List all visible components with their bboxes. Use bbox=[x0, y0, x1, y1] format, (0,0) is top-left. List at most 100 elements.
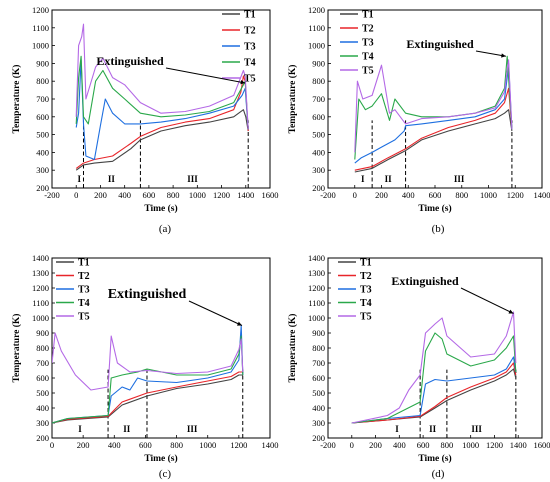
panel-caption: (d) bbox=[432, 468, 445, 480]
series-line-t1 bbox=[351, 368, 517, 424]
legend-label: T5 bbox=[360, 312, 372, 323]
legend-label: T5 bbox=[244, 74, 256, 85]
series-line-t3 bbox=[351, 356, 517, 424]
series-line-t5 bbox=[351, 311, 517, 424]
x-tick-label: 800 bbox=[441, 440, 454, 450]
y-tick-label: 1000 bbox=[32, 313, 49, 323]
series-group bbox=[354, 55, 513, 173]
x-tick-label: 1600 bbox=[534, 440, 550, 450]
annotation-arrow bbox=[188, 300, 243, 326]
y-tick-label: 1200 bbox=[32, 283, 49, 293]
y-axis-label: Temperature (K) bbox=[11, 314, 22, 383]
y-tick-label: 1200 bbox=[308, 5, 325, 15]
y-tick-label: 900 bbox=[312, 328, 325, 338]
plot-frame bbox=[51, 9, 271, 189]
y-tick-label: 1200 bbox=[32, 5, 49, 15]
y-tick-label: 800 bbox=[36, 343, 49, 353]
series-group bbox=[52, 324, 244, 424]
phase-label: III bbox=[187, 424, 198, 434]
x-tick-label: 1000 bbox=[199, 440, 216, 450]
x-tick-label: 400 bbox=[393, 440, 406, 450]
legend-label: T3 bbox=[360, 285, 372, 296]
x-tick-label: 200 bbox=[77, 440, 90, 450]
y-tick-label: 400 bbox=[312, 147, 325, 157]
annotation-extinguished: Extinguished bbox=[391, 274, 459, 288]
x-tick-label: 1400 bbox=[262, 440, 279, 450]
series-line-t5 bbox=[354, 59, 513, 153]
phase-label: II bbox=[123, 424, 131, 434]
phase-label: III bbox=[187, 174, 198, 184]
y-tick-label: 300 bbox=[36, 165, 49, 175]
legend-label: T4 bbox=[244, 58, 256, 69]
x-tick-label: 0 bbox=[50, 440, 54, 450]
y-tick-label: 600 bbox=[312, 373, 325, 383]
x-tick-label: 1400 bbox=[510, 440, 527, 450]
x-tick-label: 600 bbox=[417, 440, 430, 450]
y-tick-label: 700 bbox=[36, 358, 49, 368]
y-axis-label: Temperature (K) bbox=[287, 65, 298, 134]
y-tick-label: 400 bbox=[36, 147, 49, 157]
y-tick-label: 1400 bbox=[308, 253, 325, 263]
y-tick-label: 1100 bbox=[32, 298, 49, 308]
x-tick-label: 1400 bbox=[534, 190, 550, 200]
x-tick-label: 1200 bbox=[230, 440, 247, 450]
y-tick-label: 700 bbox=[36, 94, 49, 104]
x-tick-label: -200 bbox=[320, 440, 336, 450]
x-tick-label: 400 bbox=[118, 190, 131, 200]
y-tick-label: 1400 bbox=[32, 253, 49, 263]
x-tick-label: 200 bbox=[94, 190, 107, 200]
series-line-t4 bbox=[351, 332, 517, 424]
x-axis-label: Time (s) bbox=[418, 203, 451, 214]
legend-label: T2 bbox=[244, 26, 256, 37]
y-tick-label: 700 bbox=[312, 94, 325, 104]
legend-label: T4 bbox=[78, 298, 90, 309]
series-group bbox=[351, 311, 517, 424]
series-line-t1 bbox=[52, 374, 243, 424]
x-tick-label: -200 bbox=[44, 190, 60, 200]
legend-label: T3 bbox=[244, 42, 256, 53]
legend-label: T1 bbox=[360, 258, 372, 269]
annotation-extinguished: Extinguished bbox=[96, 54, 164, 68]
y-axis-label: Temperature (K) bbox=[11, 65, 22, 134]
series-line-t2 bbox=[52, 371, 243, 424]
x-tick-label: 0 bbox=[350, 440, 354, 450]
y-tick-label: 400 bbox=[312, 403, 325, 413]
legend-label: T1 bbox=[78, 258, 90, 269]
arrow-head bbox=[240, 80, 246, 85]
y-tick-label: 900 bbox=[36, 58, 49, 68]
y-tick-label: 800 bbox=[312, 343, 325, 353]
series-line-t2 bbox=[75, 75, 249, 169]
y-tick-label: 200 bbox=[36, 433, 49, 443]
annotation-arrow bbox=[475, 50, 506, 57]
y-tick-label: 300 bbox=[36, 418, 49, 428]
legend-label: T5 bbox=[78, 312, 90, 323]
x-tick-label: 1000 bbox=[462, 440, 479, 450]
y-tick-label: 900 bbox=[312, 58, 325, 68]
y-axis-label: Temperature (K) bbox=[287, 314, 298, 383]
y-tick-label: 1200 bbox=[308, 283, 325, 293]
series-line-t2 bbox=[351, 362, 517, 424]
legend-label: T5 bbox=[362, 66, 374, 77]
phase-label: II bbox=[108, 174, 116, 184]
x-tick-label: 1200 bbox=[507, 190, 524, 200]
phase-label: III bbox=[471, 424, 482, 434]
legend-label: T1 bbox=[244, 10, 256, 21]
y-tick-label: 600 bbox=[312, 112, 325, 122]
panel-caption: (a) bbox=[159, 223, 172, 235]
series-line-t3 bbox=[354, 62, 513, 164]
y-tick-label: 1100 bbox=[308, 298, 325, 308]
y-tick-label: 1100 bbox=[308, 23, 325, 33]
x-tick-label: 600 bbox=[429, 190, 442, 200]
legend-label: T1 bbox=[362, 10, 374, 21]
y-tick-label: 300 bbox=[312, 165, 325, 175]
series-line-t5 bbox=[52, 332, 244, 391]
phase-label: I bbox=[395, 424, 399, 434]
phase-label: III bbox=[454, 174, 465, 184]
panel-caption: (c) bbox=[159, 468, 172, 480]
panel-caption: (b) bbox=[432, 223, 445, 235]
series-line-t3 bbox=[75, 59, 249, 161]
x-axis-label: Time (s) bbox=[144, 453, 177, 464]
arrow-head bbox=[501, 53, 506, 58]
x-tick-label: 800 bbox=[170, 440, 183, 450]
